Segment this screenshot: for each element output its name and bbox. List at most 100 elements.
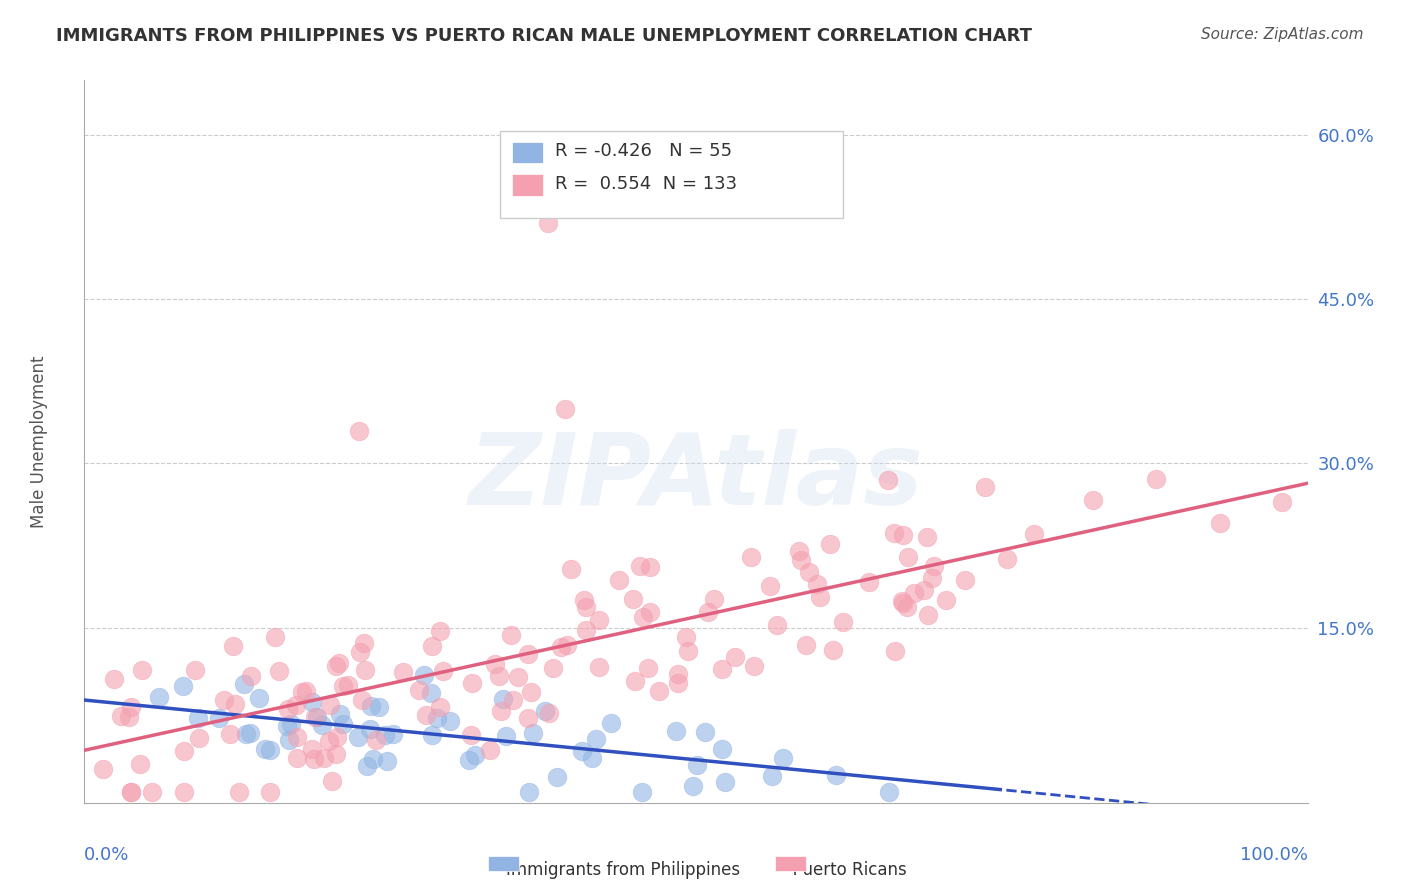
Point (517, 710, 540, 724)
Point (239, 726, 262, 740)
Point (458, 753, 481, 767)
Point (285, 731, 308, 745)
Point (361, 752, 384, 766)
Point (269, 664, 291, 678)
Point (571, 744, 593, 758)
Point (973, 480, 995, 494)
Text: R =  0.554  N = 133: R = 0.554 N = 133 (555, 175, 737, 193)
Point (264, 630, 287, 644)
Point (253, 742, 276, 756)
Text: 0.0%: 0.0% (84, 847, 129, 864)
Point (172, 679, 194, 693)
Point (758, 580, 780, 594)
Point (765, 618, 787, 632)
Point (235, 727, 257, 741)
Point (103, 672, 125, 686)
Point (321, 774, 343, 789)
Point (585, 731, 607, 746)
Point (329, 707, 352, 722)
Point (761, 769, 783, 783)
Point (304, 710, 326, 724)
Point (432, 664, 454, 678)
Point (740, 549, 762, 564)
Point (120, 785, 142, 799)
Point (647, 684, 669, 698)
Point (232, 677, 254, 691)
Point (884, 644, 907, 658)
FancyBboxPatch shape (513, 174, 543, 196)
Point (277, 702, 299, 716)
Point (291, 685, 314, 699)
Point (301, 742, 323, 756)
Point (295, 684, 318, 698)
Point (346, 730, 368, 744)
Point (420, 728, 443, 742)
Point (555, 639, 578, 653)
Point (350, 692, 373, 706)
Point (890, 594, 912, 608)
Point (821, 643, 844, 657)
Text: Male Unemployment: Male Unemployment (30, 355, 48, 528)
Point (183, 663, 205, 677)
Point (703, 591, 725, 606)
Point (228, 785, 250, 799)
Point (630, 785, 652, 799)
Point (247, 691, 270, 706)
Point (224, 697, 246, 711)
Point (173, 744, 195, 758)
Point (820, 537, 842, 551)
Point (141, 785, 163, 799)
Point (554, 401, 576, 416)
Point (347, 424, 370, 438)
Point (953, 574, 976, 588)
Point (356, 759, 378, 773)
FancyBboxPatch shape (501, 131, 842, 218)
Point (349, 645, 371, 659)
Point (588, 660, 610, 674)
Point (517, 785, 540, 799)
Point (588, 613, 610, 627)
Text: Immigrants from Philippines          Puerto Ricans: Immigrants from Philippines Puerto Rican… (485, 861, 907, 879)
Point (572, 593, 595, 607)
Point (724, 650, 747, 665)
Point (624, 673, 647, 688)
Text: R = -0.426   N = 55: R = -0.426 N = 55 (555, 142, 733, 160)
Point (665, 724, 688, 739)
Point (392, 665, 415, 680)
Point (439, 714, 461, 728)
Point (222, 640, 245, 654)
Point (697, 605, 720, 619)
Point (353, 663, 375, 677)
FancyBboxPatch shape (513, 142, 543, 163)
Point (831, 615, 853, 630)
Text: ZIPAtlas: ZIPAtlas (468, 429, 924, 526)
Point (212, 692, 235, 706)
Point (666, 675, 689, 690)
Point (207, 711, 229, 725)
Point (1083, 493, 1105, 508)
Point (359, 722, 381, 736)
Point (187, 731, 209, 745)
Point (935, 593, 957, 607)
Point (790, 553, 813, 567)
Point (495, 729, 517, 743)
Point (607, 574, 630, 588)
Point (581, 751, 603, 765)
Point (1144, 472, 1167, 486)
Point (921, 571, 943, 585)
Point (120, 785, 142, 799)
Point (325, 658, 347, 673)
Point (460, 728, 482, 742)
Point (891, 528, 914, 542)
Point (877, 785, 900, 799)
Point (621, 592, 644, 607)
Point (1024, 526, 1046, 541)
Point (678, 644, 700, 658)
Point (488, 669, 510, 683)
Point (546, 770, 568, 784)
Point (461, 675, 484, 690)
Point (491, 704, 513, 718)
Point (131, 663, 153, 677)
Point (502, 693, 524, 707)
Point (367, 700, 389, 714)
